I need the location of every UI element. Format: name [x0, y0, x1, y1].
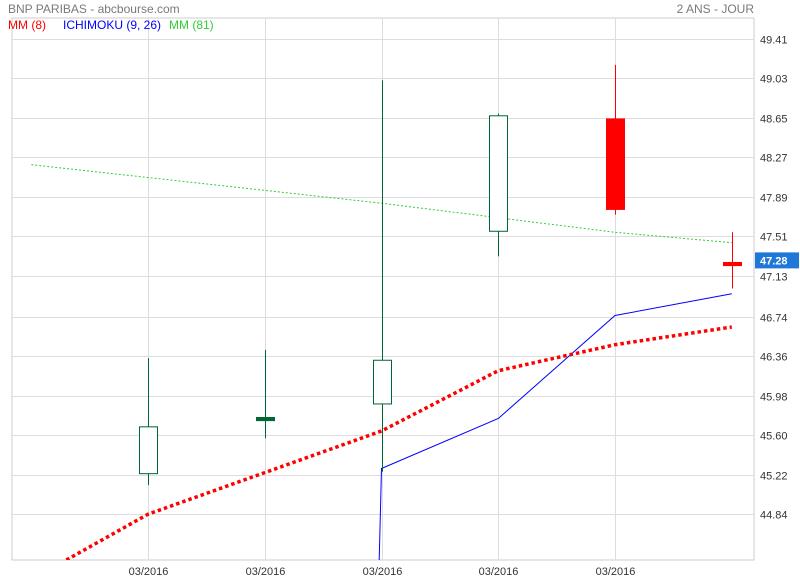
legend-item-ichimoku: ICHIMOKU (9, 26)	[63, 18, 162, 32]
y-tick-label: 45.60	[760, 431, 788, 443]
series-ichimoku-line	[378, 293, 732, 560]
y-tick-label: 49.03	[760, 74, 788, 86]
candle-body	[373, 359, 392, 405]
current-value-label: 47.28	[760, 255, 788, 267]
y-tick-label: 47.13	[760, 272, 788, 284]
y-tick-label: 48.65	[760, 114, 788, 126]
x-tick-label: 03/2016	[246, 566, 286, 578]
y-tick-label: 45.22	[760, 471, 788, 483]
candle-body	[606, 118, 625, 210]
y-tick-label: 45.98	[760, 392, 788, 404]
period-label: 2 ANS - JOUR	[676, 2, 754, 16]
y-tick-label: 47.51	[760, 232, 788, 244]
x-tick-label: 03/2016	[363, 566, 403, 578]
candle-body	[139, 426, 158, 475]
candle-body	[489, 115, 508, 232]
current-value-badge	[755, 252, 799, 269]
chart-title: BNP PARIBAS - abcbourse.com	[8, 2, 180, 16]
x-tick-label: 03/2016	[129, 566, 169, 578]
x-tick-label: 03/2016	[479, 566, 519, 578]
y-tick-label: 49.41	[760, 35, 788, 47]
y-tick-label: 46.74	[760, 313, 788, 325]
series-mm8-line	[65, 325, 733, 560]
series-mm81-line	[31, 164, 732, 244]
y-tick-label: 46.36	[760, 352, 788, 364]
y-tick-label: 44.84	[760, 510, 788, 522]
x-tick-label: 03/2016	[596, 566, 636, 578]
candle-body	[256, 416, 275, 422]
y-tick-label: 48.27	[760, 153, 788, 165]
candle-body	[723, 261, 742, 267]
legend-item-mm8: MM (8)	[8, 18, 46, 32]
legend-item-mm81: MM (81)	[169, 18, 214, 32]
y-tick-label: 47.89	[760, 193, 788, 205]
